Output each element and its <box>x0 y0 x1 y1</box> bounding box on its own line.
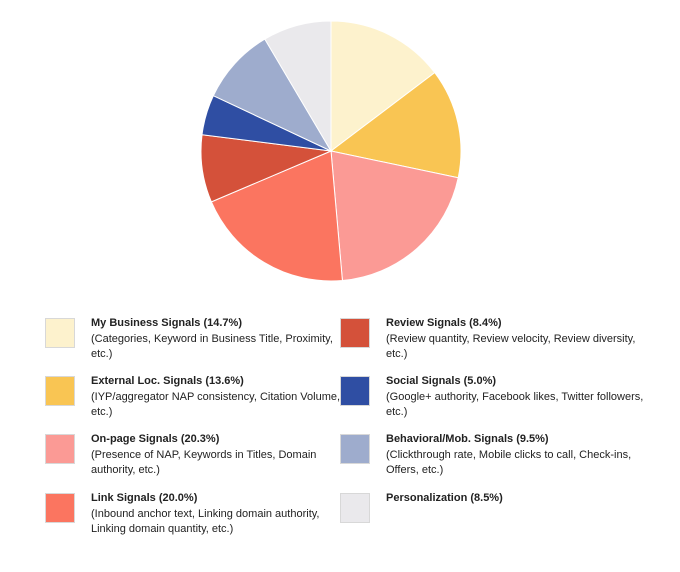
legend-label: Link Signals (20.0%) <box>91 492 198 504</box>
legend-text: Personalization (8.5%) <box>386 491 646 507</box>
legend-description: (Inbound anchor text, Linking domain aut… <box>91 507 320 536</box>
legend-description: (Presence of NAP, Keywords in Titles, Do… <box>91 448 317 477</box>
legend-text: Social Signals (5.0%) (Google+ authority,… <box>386 374 646 421</box>
legend-label: Review Signals (8.4%) <box>386 317 502 329</box>
legend-swatch <box>340 434 370 464</box>
pie-slice <box>264 20 332 153</box>
legend-text: My Business Signals (14.7%) (Categories, … <box>91 316 351 363</box>
pie-slice <box>329 71 462 179</box>
pie-slice <box>210 150 343 282</box>
legend-description: (Categories, Keyword in Business Title, … <box>91 332 333 361</box>
legend-swatch <box>45 434 75 464</box>
legend-description: (Google+ authority, Facebook likes, Twit… <box>386 390 644 419</box>
legend-label: External Loc. Signals (13.6%) <box>91 375 244 387</box>
legend-text: External Loc. Signals (13.6%) (IYP/aggreg… <box>91 374 351 421</box>
legend-swatch <box>340 376 370 406</box>
legend-label: Behavioral/Mob. Signals (9.5%) <box>386 433 549 445</box>
pie-slice <box>212 38 333 153</box>
legend-text: On-page Signals (20.3%) (Presence of NAP,… <box>91 432 351 479</box>
legend-description: (Review quantity, Review velocity, Revie… <box>386 332 636 361</box>
pie-slice <box>330 150 459 282</box>
legend-swatch <box>340 493 370 523</box>
legend-text: Link Signals (20.0%) (Inbound anchor text… <box>91 491 351 538</box>
legend-description: (IYP/aggregator NAP consistency, Citatio… <box>91 390 341 419</box>
legend-description: (Clickthrough rate, Mobile clicks to cal… <box>386 448 632 477</box>
legend-swatch <box>45 376 75 406</box>
legend-label: My Business Signals (14.7%) <box>91 317 242 329</box>
legend-label: Social Signals (5.0%) <box>386 375 497 387</box>
legend-text: Review Signals (8.4%) (Review quantity, R… <box>386 316 646 363</box>
pie-chart <box>200 20 462 282</box>
pie-slice <box>330 20 436 153</box>
legend-label: On-page Signals (20.3%) <box>91 433 220 445</box>
legend-label: Personalization (8.5%) <box>386 492 503 504</box>
legend-text: Behavioral/Mob. Signals (9.5%) (Clickthro… <box>386 432 646 479</box>
legend-swatch <box>45 318 75 348</box>
legend-swatch <box>45 493 75 523</box>
legend-swatch <box>340 318 370 348</box>
